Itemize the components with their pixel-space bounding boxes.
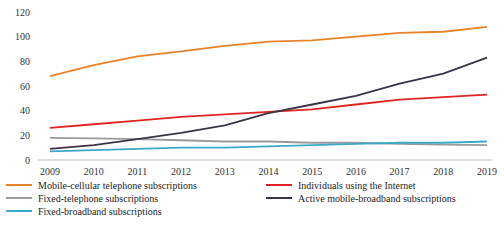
legend-swatch: [6, 184, 32, 186]
legend-swatch: [6, 210, 32, 212]
y-tick-label: 120: [15, 7, 30, 18]
x-tick-label: 2015: [302, 166, 322, 177]
legend-label: Active mobile-broadband subscriptions: [298, 193, 456, 204]
y-tick-label: 100: [15, 31, 30, 42]
y-tick: [35, 36, 38, 37]
legend-swatch: [6, 197, 32, 199]
y-tick: [35, 110, 38, 111]
x-tick-label: 2017: [390, 166, 410, 177]
x-tick-label: 2019: [477, 166, 497, 177]
legend-label: Individuals using the Internet: [298, 180, 416, 191]
x-tick-label: 2010: [84, 166, 104, 177]
chart-svg: 0 20 40 60 80 100 120 2009 2010 2011 2012 2013 2014 2…: [0, 0, 504, 231]
x-tick-label: 2016: [346, 166, 366, 177]
y-tick-label: 40: [20, 105, 30, 116]
x-tick-label: 2011: [128, 166, 148, 177]
y-tick-label: 20: [20, 130, 30, 141]
series-line: [50, 27, 487, 76]
y-tick: [35, 160, 38, 161]
y-tick: [35, 12, 38, 13]
x-tick-label: 2014: [259, 166, 279, 177]
y-tick-label: 80: [20, 56, 30, 67]
legend-label: Mobile-cellular telephone subscriptions: [38, 180, 197, 191]
x-axis-line: [38, 160, 492, 161]
series-line: [50, 58, 487, 149]
x-tick-label: 2009: [40, 166, 60, 177]
y-tick-label: 60: [20, 81, 30, 92]
legend-label: Fixed-broadband subscriptions: [38, 206, 162, 217]
plot-lines: [50, 27, 487, 152]
legend-label: Fixed-telephone subscriptions: [38, 193, 158, 204]
y-tick: [35, 135, 38, 136]
x-tick-label: 2013: [215, 166, 235, 177]
y-tick: [35, 86, 38, 87]
x-tick-label: 2012: [171, 166, 191, 177]
series-line: [50, 142, 487, 152]
chart-container: 0 20 40 60 80 100 120 2009 2010 2011 2012 2013 2014 2…: [0, 0, 504, 231]
y-tick-label: 0: [25, 155, 30, 166]
x-tick-label: 2018: [433, 166, 453, 177]
y-tick: [35, 61, 38, 62]
legend-swatch: [266, 184, 292, 186]
series-line: [50, 95, 487, 128]
legend-swatch: [266, 197, 292, 199]
